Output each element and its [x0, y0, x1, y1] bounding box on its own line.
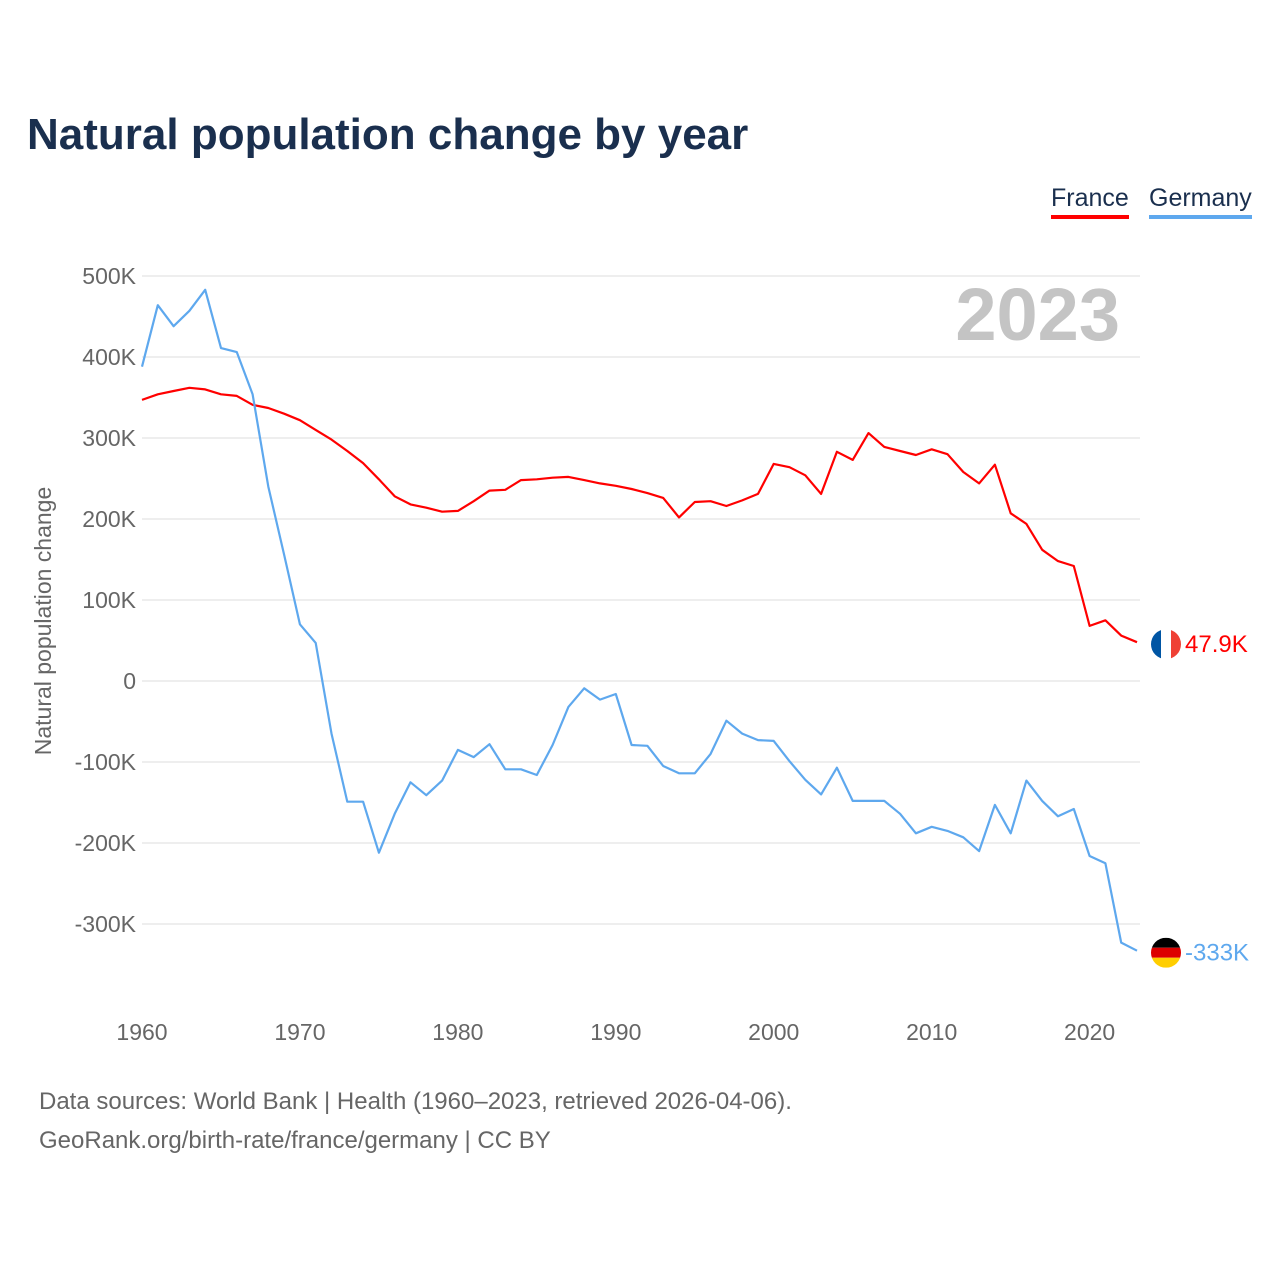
series-line-france	[141, 386, 1138, 644]
y-tick-label: 100K	[82, 587, 136, 613]
flag-stripe	[1151, 947, 1181, 958]
flag-germany-icon	[1151, 937, 1181, 968]
flag-stripe	[1171, 629, 1181, 660]
x-tick-label: 1980	[432, 1019, 483, 1045]
y-tick-label: 500K	[82, 263, 136, 289]
end-value-label: -333K	[1185, 940, 1249, 967]
x-tick-label: 2020	[1064, 1019, 1115, 1045]
legend-france[interactable]: France	[1051, 184, 1129, 219]
y-tick-label: -300K	[75, 911, 137, 937]
legend-germany[interactable]: Germany	[1149, 184, 1252, 219]
year-watermark: 2023	[955, 273, 1120, 356]
y-tick-label: -100K	[75, 749, 137, 775]
y-tick-label: 200K	[82, 506, 136, 532]
x-tick-label: 2000	[748, 1019, 799, 1045]
end-value-label: 47.9K	[1185, 631, 1248, 658]
y-tick-label: 400K	[82, 344, 136, 370]
series-line-germany	[140, 288, 1138, 952]
chart-title: Natural population change by year	[27, 110, 749, 159]
flag-stripe	[1151, 957, 1181, 968]
flag-stripes	[1151, 629, 1181, 660]
footer-source: Data sources: World Bank | Health (1960–…	[39, 1088, 792, 1115]
y-axis-label: Natural population change	[30, 487, 56, 756]
x-tick-label: 1990	[590, 1019, 641, 1045]
x-tick-label: 1960	[116, 1019, 167, 1045]
y-tick-label: 300K	[82, 425, 136, 451]
x-tick-label: 1970	[274, 1019, 325, 1045]
footer-link[interactable]: GeoRank.org/birth-rate/france/germany | …	[39, 1127, 551, 1154]
flag-stripes	[1151, 937, 1181, 968]
flag-stripe	[1151, 629, 1161, 660]
x-tick-label: 2010	[906, 1019, 957, 1045]
y-tick-label: -200K	[75, 830, 137, 856]
flag-stripe	[1151, 937, 1181, 948]
flag-france-icon	[1151, 629, 1181, 660]
y-tick-label: 0	[123, 668, 136, 694]
flag-stripe	[1161, 629, 1171, 660]
